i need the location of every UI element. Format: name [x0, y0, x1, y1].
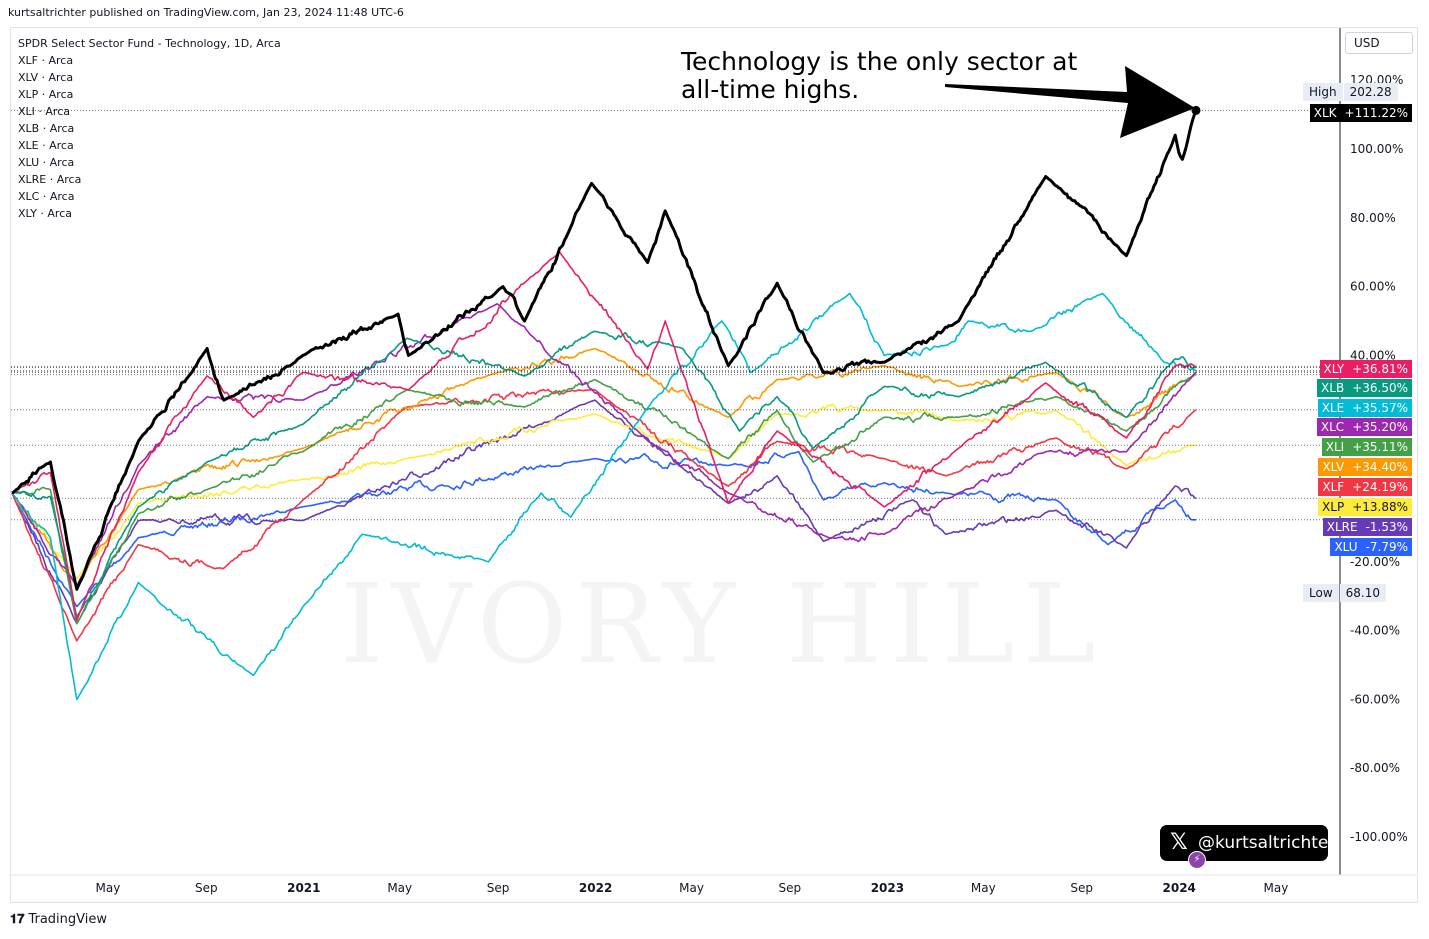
- x-tick-label: May: [679, 881, 704, 895]
- value-tag-xlre: XLRE -1.53%: [1322, 518, 1412, 536]
- high-label-key: High: [1303, 83, 1343, 101]
- x-tick-label: Sep: [779, 881, 802, 895]
- legend-item[interactable]: XLE · Arca: [18, 139, 74, 152]
- series-line-xlf[interactable]: [11, 388, 1197, 642]
- value-tag-symbol: XLE: [1317, 399, 1349, 417]
- series-line-xlu[interactable]: [11, 450, 1197, 608]
- x-tick-label: 2021: [287, 881, 320, 895]
- value-tag-percent: +24.19%: [1348, 478, 1412, 496]
- y-tick-label: -80.00%: [1350, 761, 1400, 775]
- value-tag-percent: -1.53%: [1361, 518, 1412, 536]
- value-tag-percent: +34.40%: [1348, 458, 1412, 476]
- value-tag-percent: +35.57%: [1348, 399, 1412, 417]
- legend-item[interactable]: XLRE · Arca: [18, 173, 82, 186]
- value-tag-xle: XLE +35.57%: [1317, 399, 1412, 417]
- y-tick-label: -100.00%: [1350, 830, 1408, 844]
- y-tick-label: -20.00%: [1350, 555, 1400, 569]
- watermark-logo: IVORY HILL: [340, 560, 1104, 688]
- value-tag-percent: +36.50%: [1348, 379, 1412, 397]
- value-tag-percent: +13.88%: [1348, 498, 1412, 516]
- value-tag-xly: XLY +36.81%: [1319, 360, 1412, 378]
- high-label: High 202.28: [1303, 83, 1398, 101]
- series-line-xlv[interactable]: [11, 347, 1197, 587]
- value-tag-symbol: XLC: [1316, 418, 1349, 436]
- y-tick-label: 80.00%: [1350, 211, 1396, 225]
- series-line-xly[interactable]: [11, 251, 1197, 622]
- low-label-key: Low: [1303, 584, 1339, 602]
- y-tick-label: -60.00%: [1350, 692, 1400, 706]
- value-tag-xlp: XLP +13.88%: [1318, 498, 1412, 516]
- y-tick-label: 40.00%: [1350, 348, 1396, 362]
- legend-item[interactable]: XLF · Arca: [18, 54, 74, 67]
- y-tick-label: -40.00%: [1350, 624, 1400, 638]
- legend-item[interactable]: XLC · Arca: [18, 190, 75, 203]
- low-label-value: 68.10: [1339, 584, 1386, 602]
- value-tag-symbol: XLV: [1318, 458, 1349, 476]
- legend-main[interactable]: SPDR Select Sector Fund - Technology, 1D…: [18, 37, 281, 50]
- x-tick-label: May: [96, 881, 121, 895]
- bolt-icon: ⚡: [1188, 851, 1206, 869]
- x-social-badge: 𝕏 @kurtsaltrichter ⚡: [1160, 825, 1335, 869]
- x-tick-label: Sep: [195, 881, 218, 895]
- value-tag-percent: -7.79%: [1361, 538, 1412, 556]
- series-line-xlc[interactable]: [11, 303, 1197, 587]
- y-tick-label: 100.00%: [1350, 142, 1403, 156]
- x-tick-label: 2022: [579, 881, 612, 895]
- x-tick-label: Sep: [487, 881, 510, 895]
- value-tag-xlu: XLU -7.79%: [1330, 538, 1412, 556]
- series-legend: SPDR Select Sector Fund - Technology, 1D…: [18, 35, 281, 222]
- value-tag-percent: +35.11%: [1348, 438, 1412, 456]
- legend-item[interactable]: XLP · Arca: [18, 88, 74, 101]
- value-tag-percent: +35.20%: [1348, 418, 1412, 436]
- footer-brand[interactable]: 𝟏𝟕 TradingView: [10, 912, 107, 927]
- value-tag-symbol: XLK: [1309, 104, 1341, 122]
- value-tag-xlc: XLC +35.20%: [1316, 418, 1412, 436]
- value-tag-xlv: XLV +34.40%: [1318, 458, 1412, 476]
- x-tick-label: Sep: [1070, 881, 1093, 895]
- social-handle: @kurtsaltrichter: [1198, 833, 1336, 853]
- series-line-xle[interactable]: [11, 292, 1197, 701]
- value-tag-percent: +111.22%: [1340, 104, 1412, 122]
- low-label: Low 68.10: [1303, 584, 1386, 602]
- high-label-value: 202.28: [1343, 83, 1398, 101]
- value-tag-symbol: XLRE: [1322, 518, 1362, 536]
- currency-selector[interactable]: USD: [1345, 32, 1413, 54]
- x-logo-icon: 𝕏: [1170, 830, 1188, 855]
- series-line-xlk[interactable]: [11, 109, 1198, 591]
- series-line-xlre[interactable]: [11, 399, 1197, 625]
- publish-header: kurtsaltrichter published on TradingView…: [8, 6, 404, 19]
- value-tag-xli: XLI +35.11%: [1321, 438, 1412, 456]
- legend-item[interactable]: XLU · Arca: [18, 156, 75, 169]
- legend-item[interactable]: XLB · Arca: [18, 122, 75, 135]
- value-tag-symbol: XLU: [1330, 538, 1362, 556]
- value-tag-symbol: XLB: [1317, 379, 1349, 397]
- value-tag-symbol: XLF: [1318, 478, 1349, 496]
- value-tag-symbol: XLY: [1319, 360, 1349, 378]
- x-tick-label: May: [971, 881, 996, 895]
- y-tick-label: 60.00%: [1350, 280, 1396, 294]
- footer-text: TradingView: [28, 912, 108, 927]
- series-line-xlb[interactable]: [11, 330, 1197, 618]
- value-tag-xlf: XLF +24.19%: [1318, 478, 1412, 496]
- legend-item[interactable]: XLI · Arca: [18, 105, 70, 118]
- x-tick-label: May: [387, 881, 412, 895]
- x-tick-label: 2024: [1163, 881, 1196, 895]
- value-tag-symbol: XLP: [1318, 498, 1349, 516]
- series-line-xlp[interactable]: [11, 403, 1197, 580]
- value-tag-symbol: XLI: [1321, 438, 1349, 456]
- tradingview-logo-icon: 𝟏𝟕: [10, 912, 25, 927]
- legend-item[interactable]: XLY · Arca: [18, 207, 73, 220]
- x-tick-label: 2023: [871, 881, 904, 895]
- series-line-xli[interactable]: [11, 371, 1197, 625]
- x-tick-label: May: [1264, 881, 1289, 895]
- value-tag-xlb: XLB +36.50%: [1317, 379, 1412, 397]
- legend-item[interactable]: XLV · Arca: [18, 71, 74, 84]
- annotation-arrow: [945, 66, 1195, 138]
- value-tag-xlk: XLK +111.22%: [1309, 104, 1412, 122]
- value-tag-percent: +36.81%: [1348, 360, 1412, 378]
- chart-frame: [10, 27, 1418, 903]
- chart-annotation: Technology is the only sector at all-tim…: [681, 47, 1078, 104]
